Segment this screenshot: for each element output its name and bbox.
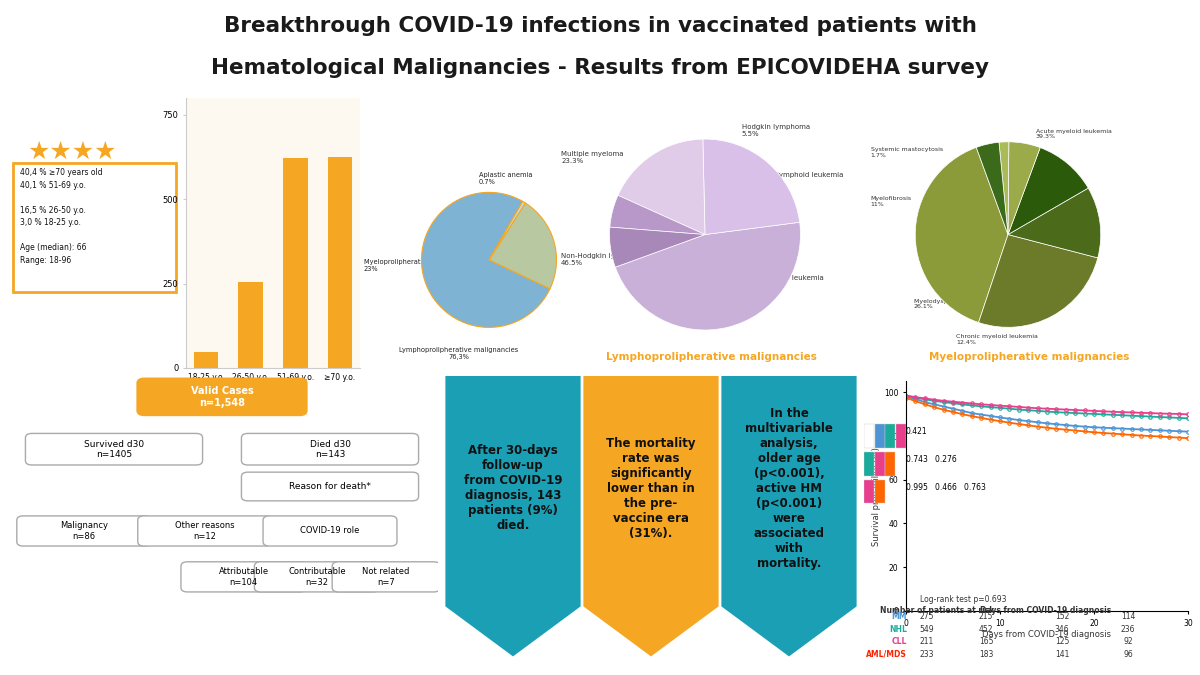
Text: Acute myeloid leukemia
39.3%: Acute myeloid leukemia 39.3% — [1036, 128, 1111, 139]
Text: NHL: NHL — [889, 624, 907, 634]
Wedge shape — [703, 139, 799, 235]
Polygon shape — [444, 375, 582, 658]
FancyBboxPatch shape — [13, 163, 176, 292]
Text: 211: 211 — [919, 637, 934, 646]
FancyBboxPatch shape — [138, 516, 271, 546]
Text: Acute lymphoid leukemia
5.4%: Acute lymphoid leukemia 5.4% — [736, 275, 824, 288]
Text: Survived d30
n=1405: Survived d30 n=1405 — [84, 439, 144, 459]
Bar — [886, 425, 895, 448]
Text: 76,3%: 76,3% — [374, 106, 456, 130]
Text: Number of patients at risk: Number of patients at risk — [881, 606, 995, 615]
Text: 346: 346 — [1055, 624, 1069, 634]
Text: Non-Hodgkin lymphoma
46.5%: Non-Hodgkin lymphoma 46.5% — [562, 253, 646, 267]
Text: Hodgkin lymphoma
5.5%: Hodgkin lymphoma 5.5% — [742, 124, 810, 137]
Text: The mortality
rate was
significantly
lower than in
the pre-
vaccine era
(31%).: The mortality rate was significantly low… — [606, 437, 696, 539]
Text: 152: 152 — [1055, 612, 1069, 621]
Text: 125: 125 — [1055, 637, 1069, 646]
Text: Breakthrough COVID-19 infections in vaccinated patients with: Breakthrough COVID-19 infections in vacc… — [223, 16, 977, 36]
Text: Days from COVID-19 diagnosis: Days from COVID-19 diagnosis — [980, 606, 1111, 615]
Text: Died d30
n=143: Died d30 n=143 — [310, 439, 350, 459]
Text: COVID-19 role: COVID-19 role — [300, 526, 360, 535]
Text: 275: 275 — [919, 612, 934, 621]
Text: 1548 Valid Cases: 1548 Valid Cases — [20, 109, 133, 121]
Text: Contributable
n=32: Contributable n=32 — [288, 567, 346, 587]
Text: Aplastic anemia
0.7%: Aplastic anemia 0.7% — [479, 172, 533, 186]
Bar — [283, 157, 307, 368]
Bar — [864, 480, 874, 504]
Y-axis label: Survival probability (%): Survival probability (%) — [872, 447, 881, 545]
Text: Myeloprolipherative malignancies
23%: Myeloprolipherative malignancies 23% — [364, 259, 476, 272]
Polygon shape — [582, 375, 720, 658]
Text: 141: 141 — [1055, 650, 1069, 659]
Text: Myelodysplastic syndrome
26.1%: Myelodysplastic syndrome 26.1% — [913, 298, 997, 309]
FancyBboxPatch shape — [254, 562, 379, 592]
Bar — [239, 282, 263, 368]
Text: 96: 96 — [1123, 650, 1133, 659]
Text: Systemic mastocytosis
1.7%: Systemic mastocytosis 1.7% — [871, 147, 943, 158]
Text: LYMPHOID: LYMPHOID — [374, 157, 479, 176]
Bar — [895, 425, 906, 448]
Text: Attributable
n=104: Attributable n=104 — [218, 567, 269, 587]
Text: CLL: CLL — [892, 637, 907, 646]
Wedge shape — [616, 222, 800, 330]
Wedge shape — [1008, 148, 1088, 235]
FancyBboxPatch shape — [332, 562, 440, 592]
FancyBboxPatch shape — [17, 516, 151, 546]
Bar — [328, 157, 352, 368]
Text: AML/MDS: AML/MDS — [866, 650, 907, 659]
Text: 0.995   0.466   0.763: 0.995 0.466 0.763 — [906, 483, 986, 493]
FancyBboxPatch shape — [138, 379, 306, 414]
Text: Not related
n=7: Not related n=7 — [362, 567, 410, 587]
Text: Myeloprolipherative malignancies: Myeloprolipherative malignancies — [929, 352, 1129, 362]
Text: Valid Cases
n=1,548: Valid Cases n=1,548 — [191, 386, 253, 408]
Text: 215: 215 — [979, 612, 994, 621]
Text: *The mortality in certain patients might be attributable to more than 1 factor.: *The mortality in certain patients might… — [19, 638, 278, 644]
Text: Malignancy
n=86: Malignancy n=86 — [60, 521, 108, 541]
Text: After 30-days
follow-up
from COVID-19
diagnosis, 143
patients (9%)
died.: After 30-days follow-up from COVID-19 di… — [463, 444, 563, 532]
Bar — [886, 452, 895, 475]
Text: Myelofibrosis
11%: Myelofibrosis 11% — [871, 196, 912, 207]
Bar — [864, 425, 874, 448]
Bar — [875, 425, 884, 448]
Wedge shape — [618, 139, 706, 235]
FancyBboxPatch shape — [241, 472, 419, 501]
Text: 549: 549 — [919, 624, 934, 634]
Wedge shape — [1008, 188, 1100, 258]
Text: In the
multivariable
analysis,
older age
(p<0.001),
active HM
(p<0.001)
were
ass: In the multivariable analysis, older age… — [745, 406, 833, 570]
Polygon shape — [720, 375, 858, 658]
Wedge shape — [998, 142, 1009, 235]
FancyBboxPatch shape — [181, 562, 306, 592]
Text: 452: 452 — [979, 624, 994, 634]
Text: ★★★★: ★★★★ — [28, 140, 116, 164]
Wedge shape — [490, 201, 526, 260]
Text: Lymphoprolipherative malignancies
76,3%: Lymphoprolipherative malignancies 76,3% — [400, 347, 518, 360]
Bar — [875, 452, 884, 475]
Text: 236: 236 — [1121, 624, 1135, 634]
Text: 92: 92 — [1123, 637, 1133, 646]
FancyBboxPatch shape — [25, 433, 203, 465]
FancyBboxPatch shape — [241, 433, 419, 465]
Wedge shape — [977, 142, 1008, 235]
Wedge shape — [978, 235, 1098, 327]
Text: 114: 114 — [1121, 612, 1135, 621]
Bar — [864, 452, 874, 475]
Text: Lymphoprolipherative malignancies: Lymphoprolipherative malignancies — [606, 352, 816, 362]
Text: 165: 165 — [979, 637, 994, 646]
Text: Chronic myeloid leukemia
12.4%: Chronic myeloid leukemia 12.4% — [956, 333, 1038, 344]
Text: 183: 183 — [979, 650, 994, 659]
Text: Hematological Malignancies - Results from EPICOVIDEHA survey: Hematological Malignancies - Results fro… — [211, 58, 989, 78]
Text: Other reasons
n=12: Other reasons n=12 — [175, 521, 234, 541]
Text: 233: 233 — [919, 650, 934, 659]
Bar — [875, 480, 884, 504]
Text: 0.743   0.276: 0.743 0.276 — [906, 456, 956, 464]
Text: Chronic lymphoid leukemia
17.9%: Chronic lymphoid leukemia 17.9% — [748, 172, 844, 186]
Text: Reason for death*: Reason for death* — [289, 482, 371, 491]
Wedge shape — [421, 192, 550, 327]
Wedge shape — [490, 203, 557, 289]
Text: 0.421: 0.421 — [906, 427, 928, 436]
Text: Log-rank test p=0.693: Log-rank test p=0.693 — [920, 595, 1007, 603]
FancyBboxPatch shape — [263, 516, 397, 546]
Text: 40,4 % ≥70 years old
40,1 % 51-69 y.o.

16,5 % 26-50 y.o.
3,0 % 18-25 y.o.

Age : 40,4 % ≥70 years old 40,1 % 51-69 y.o. 1… — [20, 168, 103, 265]
Bar — [194, 352, 218, 368]
Wedge shape — [1008, 142, 1040, 235]
